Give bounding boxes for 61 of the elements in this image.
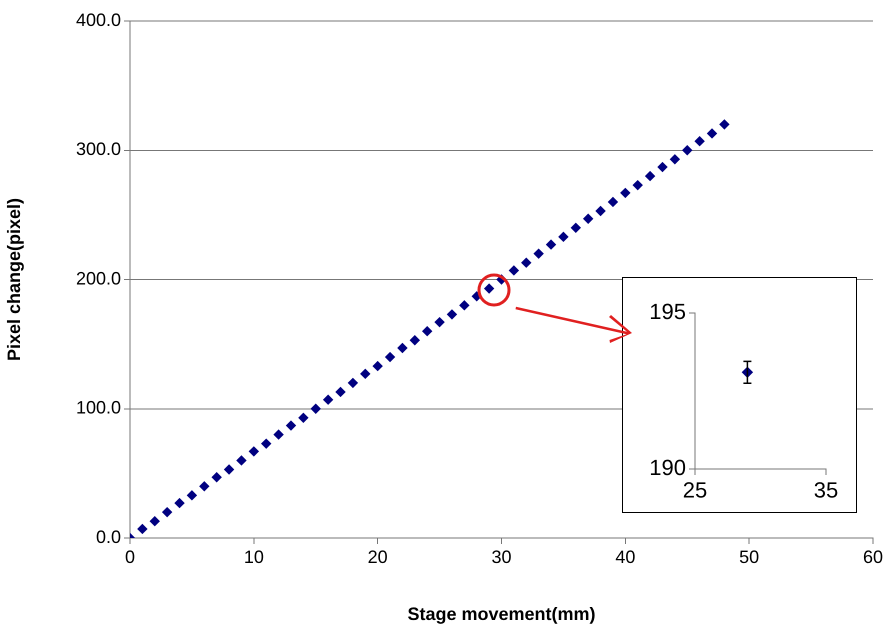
point <box>174 498 185 508</box>
point <box>236 455 246 466</box>
point <box>212 472 222 482</box>
point <box>446 309 457 320</box>
point <box>336 386 346 397</box>
point <box>261 438 272 449</box>
point <box>372 361 383 372</box>
point <box>310 404 321 414</box>
point <box>608 196 618 207</box>
point <box>137 524 148 534</box>
point <box>323 394 334 405</box>
point <box>596 206 606 216</box>
point <box>248 446 259 456</box>
point <box>707 128 718 138</box>
point <box>224 464 234 474</box>
point <box>410 335 420 346</box>
y-tick-label: 0.0 <box>96 526 121 547</box>
point <box>521 258 532 268</box>
point <box>298 412 308 423</box>
x-tick-label: 30 <box>491 546 512 567</box>
point <box>694 136 705 146</box>
point <box>719 119 730 130</box>
point <box>632 180 643 190</box>
point <box>422 326 432 336</box>
y-axis-title: Pixel change(pixel) <box>4 198 24 362</box>
point <box>682 145 692 156</box>
point <box>620 188 630 198</box>
point <box>434 317 445 328</box>
x-axis-title: Stage movement(mm) <box>407 604 596 624</box>
y-tick-label: 400.0 <box>76 10 121 30</box>
point <box>583 214 594 224</box>
x-tick-label: 20 <box>368 546 388 567</box>
point <box>385 352 396 362</box>
point <box>397 343 408 354</box>
x-tick-label: 0 <box>124 546 136 567</box>
point <box>570 222 581 233</box>
point <box>657 162 668 172</box>
y-tick-label: 200.0 <box>76 268 121 288</box>
x-tick-label: 50 <box>739 546 760 567</box>
point <box>459 300 470 310</box>
point <box>670 154 680 164</box>
x-tick-label: 60 <box>862 546 884 567</box>
point <box>645 171 656 182</box>
point <box>360 368 370 379</box>
x-tick-label: 10 <box>244 546 264 567</box>
y-tick-label: 195 <box>649 299 686 324</box>
point <box>162 507 172 518</box>
point <box>199 481 210 492</box>
point <box>150 516 160 526</box>
y-tick-label: 100.0 <box>76 398 121 418</box>
point <box>186 490 197 500</box>
point <box>558 232 568 242</box>
point <box>546 240 556 250</box>
point <box>508 265 519 276</box>
point <box>274 430 284 440</box>
point <box>286 420 296 431</box>
x-tick-label: 35 <box>814 477 838 502</box>
y-tick-label: 300.0 <box>76 139 121 160</box>
point <box>534 248 544 259</box>
point <box>348 378 358 388</box>
x-tick-label: 40 <box>615 546 636 567</box>
